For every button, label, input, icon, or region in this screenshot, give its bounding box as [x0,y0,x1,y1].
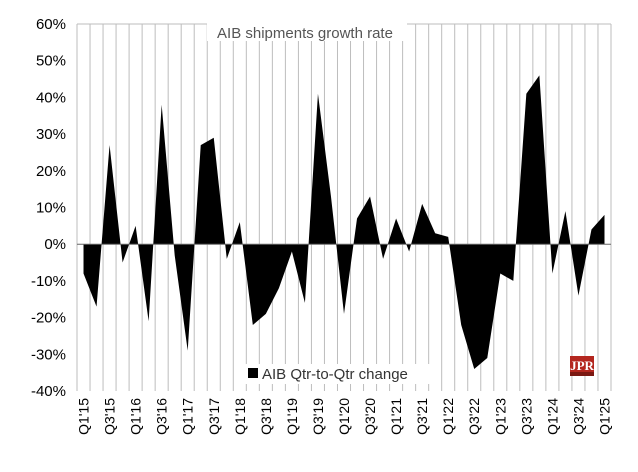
x-tick-label: Q3'22 [466,398,482,435]
y-tick-label: -40% [31,383,66,400]
legend-label: AIB Qtr-to-Qtr change [262,366,408,383]
chart-title: AIB shipments growth rate [217,25,393,42]
x-tick-label: Q3'24 [570,398,586,435]
x-tick-label: Q1'21 [388,398,404,435]
x-tick-label: Q1'15 [76,398,92,435]
x-tick-label: Q3'15 [102,398,118,435]
x-tick-label: Q3'19 [310,398,326,435]
x-axis: Q1'15 Q3'15 Q1'16 Q3'16 Q1'17 Q3'17 Q1'18 Q3'18… [76,398,613,435]
y-tick-label: 30% [36,126,66,143]
x-tick-label: Q1'24 [544,398,560,435]
x-tick-label: Q1'23 [492,398,508,435]
x-tick-label: Q1'19 [284,398,300,435]
y-tick-label: 20% [36,163,66,180]
y-tick-label: 40% [36,89,66,106]
x-tick-label: Q1'17 [180,398,196,435]
y-tick-label: 10% [36,200,66,217]
x-tick-label: Q1'18 [232,398,248,435]
y-tick-label: 60% [36,16,66,33]
x-tick-label: Q1'22 [440,398,456,435]
y-axis: 60% 50% 40% 30% 20% 10% 0% -10% -20% -30% -40% [31,16,66,400]
y-tick-label: -10% [31,273,66,290]
x-tick-label: Q3'23 [518,398,534,435]
x-tick-label: Q3'21 [414,398,430,435]
x-tick-label: Q1'16 [128,398,144,435]
title-background [207,23,407,41]
y-tick-label: -30% [31,346,66,363]
x-tick-label: Q1'20 [336,398,352,435]
y-tick-label: 0% [44,236,66,253]
series-area [83,75,605,369]
legend-background [240,364,430,384]
grid [76,23,612,391]
y-tick-label: 50% [36,53,66,70]
x-tick-label: Q3'18 [258,398,274,435]
x-tick-label: Q3'16 [154,398,170,435]
x-tick-label: Q3'17 [206,398,222,435]
y-tick-label: -20% [31,310,66,327]
jpr-logo: JPR [570,356,595,376]
legend-swatch [248,368,258,378]
x-tick-label: Q1'25 [596,398,612,435]
x-tick-label: Q3'20 [362,398,378,435]
logo-text: JPR [570,358,594,373]
